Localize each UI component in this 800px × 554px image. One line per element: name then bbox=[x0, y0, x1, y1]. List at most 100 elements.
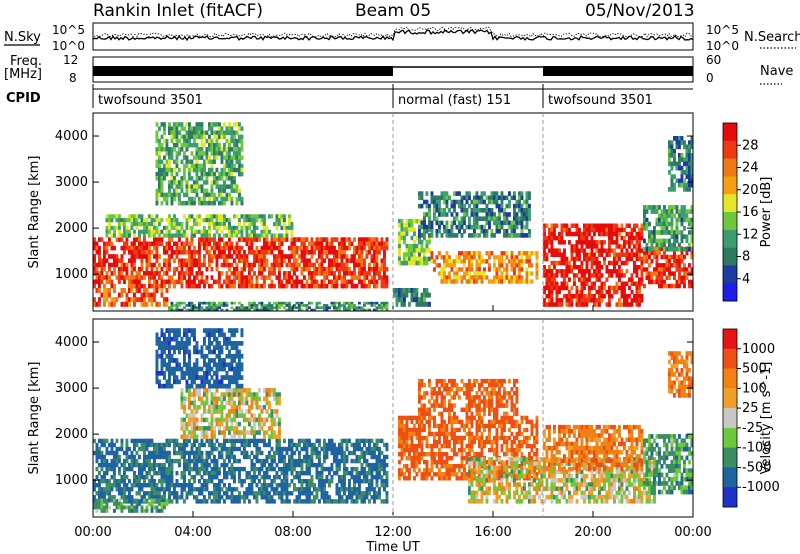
power-cell bbox=[455, 191, 459, 196]
power-cell bbox=[400, 260, 404, 266]
power-cell bbox=[598, 277, 601, 282]
power-cell bbox=[490, 233, 494, 238]
velocity-cell bbox=[285, 491, 289, 496]
velocity-cell bbox=[285, 471, 289, 476]
velocity-cell bbox=[263, 483, 266, 488]
power-cell bbox=[250, 304, 254, 307]
power-cell bbox=[570, 256, 574, 262]
nsky-tick-top: 10^5 bbox=[52, 23, 85, 37]
power-cell bbox=[295, 258, 299, 263]
power-cell bbox=[138, 283, 141, 289]
power-cell bbox=[245, 237, 249, 242]
velocity-cell bbox=[110, 438, 114, 444]
power-cell bbox=[188, 176, 191, 181]
power-cell bbox=[688, 153, 691, 158]
power-cell bbox=[150, 222, 154, 227]
power-cell bbox=[633, 235, 636, 241]
power-cell bbox=[375, 262, 379, 268]
power-cell bbox=[228, 222, 231, 227]
power-cell bbox=[300, 283, 304, 289]
power-cell bbox=[483, 208, 486, 213]
power-cell bbox=[495, 216, 499, 221]
power-cell bbox=[583, 302, 586, 307]
power-cell bbox=[370, 237, 374, 242]
power-cell bbox=[678, 153, 681, 158]
velocity-cell bbox=[158, 462, 161, 468]
power-cell bbox=[173, 188, 176, 193]
velocity-cell bbox=[275, 491, 279, 496]
velocity-cell bbox=[265, 491, 269, 496]
power-cell bbox=[138, 229, 141, 234]
power-cell bbox=[478, 259, 481, 264]
power-cell bbox=[235, 308, 239, 312]
power-cell bbox=[130, 288, 134, 293]
power-cell bbox=[620, 260, 624, 266]
velocity-cell bbox=[280, 499, 284, 504]
power-cell bbox=[535, 255, 539, 260]
velocity-cell bbox=[125, 458, 129, 464]
velocity-cell bbox=[128, 462, 131, 468]
power-cell bbox=[203, 196, 206, 202]
velocity-cell bbox=[223, 471, 226, 476]
power-cell bbox=[630, 298, 634, 303]
power-cell bbox=[575, 294, 579, 299]
power-cell bbox=[290, 254, 294, 259]
power-cell bbox=[650, 279, 654, 285]
power-cell bbox=[130, 283, 134, 289]
power-cell bbox=[188, 304, 191, 307]
power-cell bbox=[473, 224, 476, 230]
power-cell bbox=[598, 285, 601, 291]
velocity-cell bbox=[263, 438, 266, 444]
power-cell bbox=[618, 227, 621, 233]
power-cell bbox=[175, 279, 179, 285]
power-cell bbox=[208, 142, 211, 148]
power-cell bbox=[443, 267, 446, 272]
velocity-cell bbox=[248, 487, 251, 492]
velocity-cell bbox=[353, 499, 356, 504]
velocity-cell bbox=[260, 462, 264, 468]
power-cell bbox=[678, 157, 681, 162]
velocity-cell bbox=[348, 483, 351, 488]
velocity-cell bbox=[213, 499, 216, 504]
power-cell bbox=[238, 308, 241, 312]
velocity-cell bbox=[325, 450, 329, 456]
velocity-cell bbox=[335, 458, 339, 464]
power-cell bbox=[273, 262, 276, 268]
power-cell bbox=[133, 229, 136, 234]
power-cell bbox=[688, 247, 691, 252]
velocity-cell bbox=[240, 479, 244, 484]
power-cell bbox=[503, 220, 506, 226]
power-cell bbox=[193, 184, 196, 189]
power-cell bbox=[133, 250, 136, 255]
power-cell bbox=[583, 227, 586, 233]
power-cell bbox=[218, 192, 221, 198]
power-cell bbox=[610, 240, 614, 245]
power-cell bbox=[193, 134, 196, 140]
power-cell bbox=[195, 218, 199, 223]
power-cell bbox=[378, 275, 381, 280]
power-cell bbox=[225, 233, 229, 238]
power-cell bbox=[683, 182, 686, 188]
power-cell bbox=[588, 298, 591, 303]
power-cell bbox=[155, 283, 159, 289]
power-cell bbox=[380, 308, 384, 312]
power-cell bbox=[588, 240, 591, 245]
velocity-cell bbox=[370, 475, 374, 480]
power-cell bbox=[620, 289, 624, 295]
power-cell bbox=[193, 279, 196, 285]
velocity-cell bbox=[125, 446, 129, 452]
velocity-cell bbox=[228, 450, 231, 456]
power-cell bbox=[310, 237, 314, 242]
power-cell bbox=[413, 288, 416, 293]
power-cell bbox=[603, 285, 606, 291]
velocity-cell bbox=[143, 475, 146, 480]
power-cell bbox=[478, 199, 481, 205]
velocity-cell bbox=[273, 487, 276, 492]
power-cell bbox=[365, 237, 369, 242]
velocity-cell bbox=[155, 462, 159, 468]
velocity-cell bbox=[260, 475, 264, 480]
power-cell bbox=[273, 222, 276, 227]
power-cell bbox=[478, 275, 481, 280]
power-cell bbox=[598, 260, 601, 266]
power-cell bbox=[665, 209, 669, 214]
